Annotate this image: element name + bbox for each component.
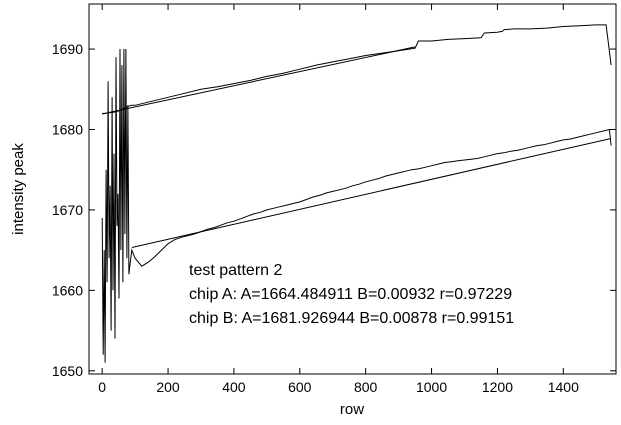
- fit-line-2: [102, 46, 416, 115]
- y-axis-ticks: 1650 1660 1670 1680 1690: [52, 41, 616, 379]
- y-tick-label: 1690: [52, 41, 83, 57]
- x-tick-label: 1200: [482, 379, 513, 395]
- plot-area: [88, 3, 617, 375]
- fit-line-1: [131, 137, 612, 249]
- x-tick-label: 200: [156, 379, 180, 395]
- fit-layer: [102, 46, 612, 249]
- annotation-title: test pattern 2: [189, 262, 282, 279]
- y-tick-label: 1650: [52, 363, 83, 379]
- y-axis-title: intensity peak: [10, 143, 27, 235]
- x-tick-label: 600: [288, 379, 312, 395]
- annotation-chip-b: chip B: A=1681.926944 B=0.00878 r=0.9915…: [189, 310, 514, 327]
- series-layer: [101, 24, 612, 363]
- x-axis-ticks: 0 200 400 600 800 1000 1200 1400: [98, 4, 579, 395]
- x-tick-label: 0: [98, 379, 106, 395]
- y-tick-label: 1670: [52, 202, 83, 218]
- x-tick-label: 1000: [416, 379, 447, 395]
- x-tick-label: 400: [222, 379, 246, 395]
- x-tick-label: 1400: [548, 379, 579, 395]
- series-line-1: [101, 48, 612, 363]
- x-tick-label: 800: [354, 379, 378, 395]
- series-line-2: [102, 24, 612, 114]
- y-tick-label: 1680: [52, 121, 83, 137]
- y-tick-label: 1660: [52, 282, 83, 298]
- x-axis-title: row: [340, 401, 364, 418]
- annotation-chip-a: chip A: A=1664.484911 B=0.00932 r=0.9722…: [189, 286, 512, 303]
